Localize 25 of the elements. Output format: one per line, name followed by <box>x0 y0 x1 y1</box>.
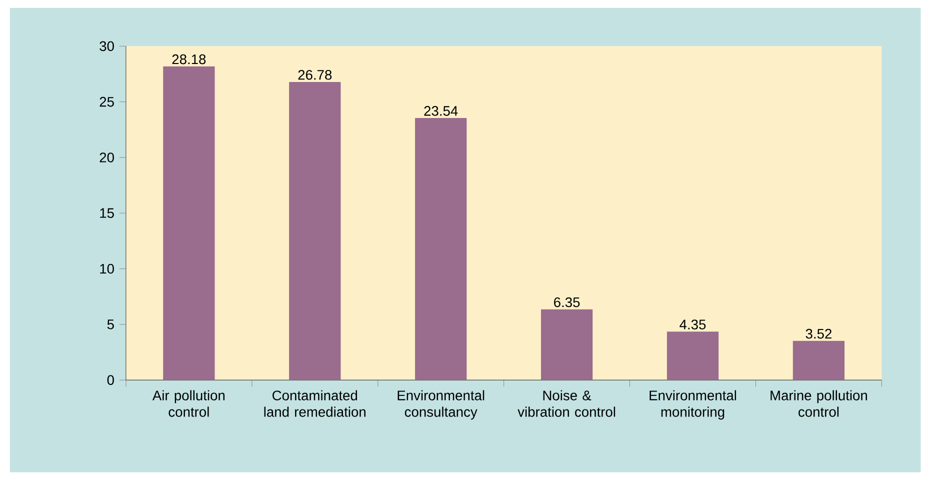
y-tick-label: 15 <box>100 208 114 218</box>
bar <box>792 340 845 380</box>
x-tick-label: Noise & vibration control <box>518 390 616 417</box>
bar <box>415 118 467 380</box>
data-label: 26.78 <box>298 70 332 80</box>
y-tick-label: 25 <box>100 96 114 107</box>
x-tick-label: Environmental consultancy <box>398 390 484 420</box>
bar <box>163 66 215 380</box>
x-tick-label: Marine pollution control <box>770 390 867 417</box>
y-tick-label: 10 <box>100 264 114 274</box>
bar <box>540 309 593 380</box>
y-tick-label: 5 <box>107 320 114 330</box>
y-tick-label: 0 <box>107 375 114 385</box>
bar <box>666 332 719 380</box>
x-tick-label: Environmental monitoring <box>650 390 736 420</box>
data-label: 28.18 <box>172 54 206 64</box>
data-label: 6.35 <box>554 297 580 308</box>
data-label: 23.54 <box>424 106 458 116</box>
x-tick-label: Air pollution control <box>152 390 225 417</box>
data-label: 4.35 <box>680 320 706 330</box>
y-tick-label: 20 <box>100 152 114 162</box>
x-tick-label: Contaminated land remediation <box>264 390 366 417</box>
y-tick-label: 30 <box>100 41 114 52</box>
bar <box>289 82 341 380</box>
data-label: 3.52 <box>806 328 832 339</box>
